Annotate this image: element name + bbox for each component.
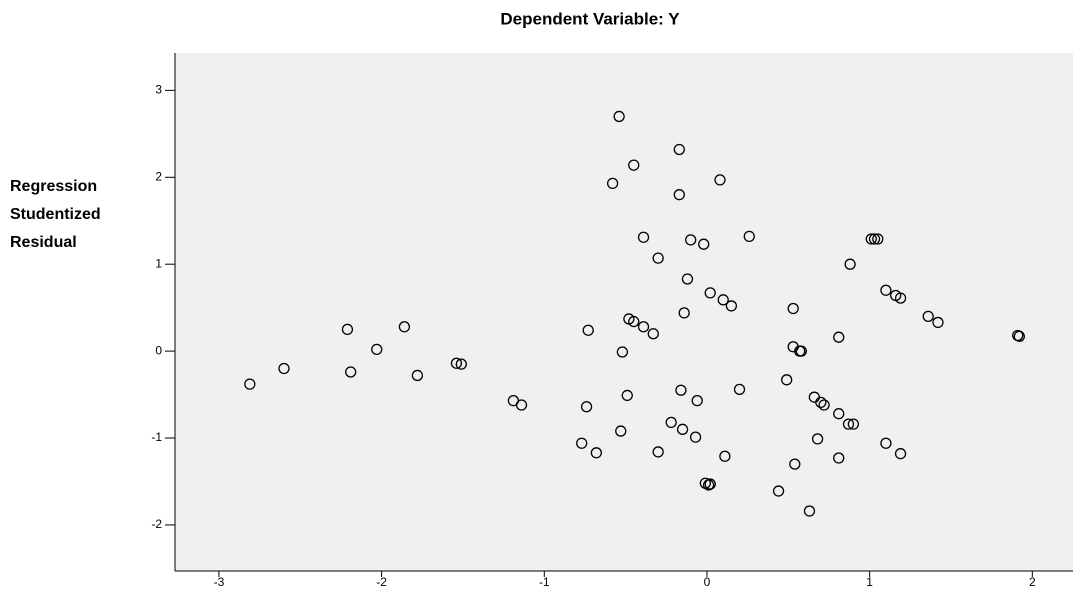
- y-axis-label: Residual: [10, 234, 77, 251]
- y-tick-label: -2: [151, 517, 162, 531]
- x-tick-label: -3: [214, 575, 225, 589]
- chart-title: Dependent Variable: Y: [500, 9, 680, 28]
- y-tick-label: 1: [155, 256, 162, 270]
- y-axis-label: Studentized: [10, 206, 101, 223]
- x-tick-label: 2: [1029, 575, 1036, 589]
- x-tick-label: -2: [376, 575, 387, 589]
- x-tick-label: 0: [704, 575, 711, 589]
- y-tick-label: -1: [151, 430, 162, 444]
- y-tick-label: 2: [155, 169, 162, 183]
- x-tick-label: -1: [539, 575, 550, 589]
- plot-area: [175, 53, 1073, 571]
- x-tick-label: 1: [866, 575, 873, 589]
- y-tick-label: 3: [155, 83, 162, 97]
- y-tick-label: 0: [155, 343, 162, 357]
- chart: Dependent Variable: Y Regression Student…: [0, 0, 1073, 589]
- y-axis-label: Regression: [10, 178, 97, 195]
